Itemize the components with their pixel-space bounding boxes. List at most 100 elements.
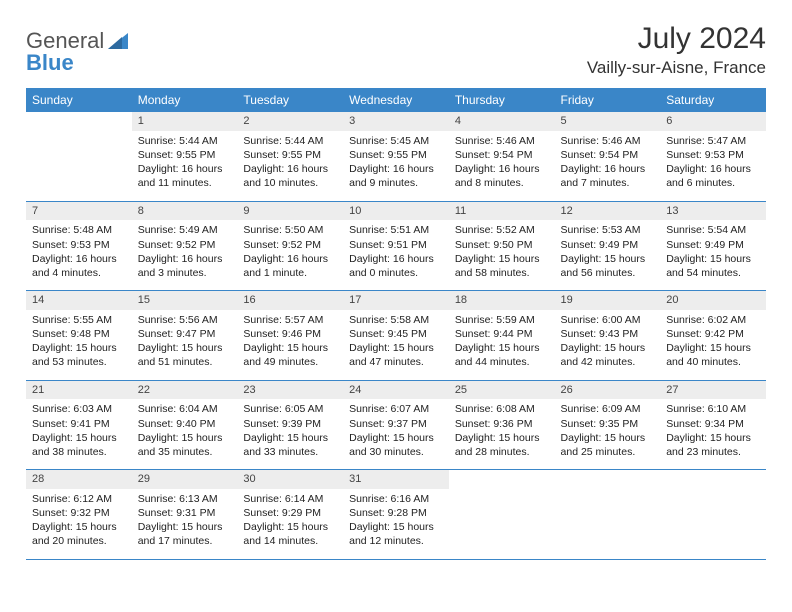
day-number: 9 — [237, 202, 343, 221]
day-sunrise: Sunrise: 6:00 AM — [561, 313, 655, 327]
day-daylight2: and 49 minutes. — [243, 355, 337, 369]
day-number: 17 — [343, 291, 449, 310]
day-number: 29 — [132, 470, 238, 489]
day-body: Sunrise: 5:49 AMSunset: 9:52 PMDaylight:… — [132, 220, 238, 290]
calendar-cell: 15Sunrise: 5:56 AMSunset: 9:47 PMDayligh… — [132, 291, 238, 381]
day-sunset: Sunset: 9:54 PM — [561, 148, 655, 162]
day-number: 25 — [449, 381, 555, 400]
day-body: Sunrise: 5:45 AMSunset: 9:55 PMDaylight:… — [343, 131, 449, 201]
day-daylight1: Daylight: 15 hours — [138, 341, 232, 355]
location-subtitle: Vailly-sur-Aisne, France — [587, 58, 766, 78]
day-daylight1: Daylight: 15 hours — [666, 252, 760, 266]
day-body: Sunrise: 5:57 AMSunset: 9:46 PMDaylight:… — [237, 310, 343, 380]
day-daylight1: Daylight: 16 hours — [561, 162, 655, 176]
day-number: 18 — [449, 291, 555, 310]
day-daylight1: Daylight: 16 hours — [349, 252, 443, 266]
day-daylight1: Daylight: 15 hours — [138, 520, 232, 534]
calendar-cell: 28Sunrise: 6:12 AMSunset: 9:32 PMDayligh… — [26, 470, 132, 560]
day-sunrise: Sunrise: 5:54 AM — [666, 223, 760, 237]
day-body: Sunrise: 5:51 AMSunset: 9:51 PMDaylight:… — [343, 220, 449, 290]
day-body: Sunrise: 5:47 AMSunset: 9:53 PMDaylight:… — [660, 131, 766, 201]
day-sunrise: Sunrise: 5:46 AM — [455, 134, 549, 148]
day-sunrise: Sunrise: 6:13 AM — [138, 492, 232, 506]
day-number: 5 — [555, 112, 661, 131]
day-daylight1: Daylight: 16 hours — [243, 252, 337, 266]
day-daylight2: and 58 minutes. — [455, 266, 549, 280]
day-daylight1: Daylight: 15 hours — [243, 341, 337, 355]
day-body: Sunrise: 5:46 AMSunset: 9:54 PMDaylight:… — [449, 131, 555, 201]
calendar-cell: 27Sunrise: 6:10 AMSunset: 9:34 PMDayligh… — [660, 380, 766, 470]
day-number: 10 — [343, 202, 449, 221]
calendar-head: SundayMondayTuesdayWednesdayThursdayFrid… — [26, 88, 766, 112]
day-header: Friday — [555, 88, 661, 112]
day-sunset: Sunset: 9:55 PM — [349, 148, 443, 162]
calendar-cell: 12Sunrise: 5:53 AMSunset: 9:49 PMDayligh… — [555, 201, 661, 291]
calendar-table: SundayMondayTuesdayWednesdayThursdayFrid… — [26, 88, 766, 560]
calendar-week: 7Sunrise: 5:48 AMSunset: 9:53 PMDaylight… — [26, 201, 766, 291]
logo-word-2: Blue — [26, 50, 74, 75]
day-body: Sunrise: 6:02 AMSunset: 9:42 PMDaylight:… — [660, 310, 766, 380]
day-number: 14 — [26, 291, 132, 310]
day-number: 19 — [555, 291, 661, 310]
day-sunrise: Sunrise: 5:44 AM — [138, 134, 232, 148]
day-number: 16 — [237, 291, 343, 310]
day-daylight1: Daylight: 15 hours — [243, 520, 337, 534]
calendar-cell: 4Sunrise: 5:46 AMSunset: 9:54 PMDaylight… — [449, 112, 555, 201]
calendar-cell: 14Sunrise: 5:55 AMSunset: 9:48 PMDayligh… — [26, 291, 132, 381]
day-header: Wednesday — [343, 88, 449, 112]
day-daylight2: and 20 minutes. — [32, 534, 126, 548]
day-daylight2: and 54 minutes. — [666, 266, 760, 280]
day-sunrise: Sunrise: 5:55 AM — [32, 313, 126, 327]
calendar-cell: 17Sunrise: 5:58 AMSunset: 9:45 PMDayligh… — [343, 291, 449, 381]
calendar-week: .1Sunrise: 5:44 AMSunset: 9:55 PMDayligh… — [26, 112, 766, 201]
calendar-cell: 26Sunrise: 6:09 AMSunset: 9:35 PMDayligh… — [555, 380, 661, 470]
day-sunrise: Sunrise: 6:09 AM — [561, 402, 655, 416]
day-sunrise: Sunrise: 5:47 AM — [666, 134, 760, 148]
day-header: Saturday — [660, 88, 766, 112]
day-body: Sunrise: 5:44 AMSunset: 9:55 PMDaylight:… — [237, 131, 343, 201]
day-number: 28 — [26, 470, 132, 489]
calendar-cell: 5Sunrise: 5:46 AMSunset: 9:54 PMDaylight… — [555, 112, 661, 201]
day-sunset: Sunset: 9:43 PM — [561, 327, 655, 341]
day-number: 22 — [132, 381, 238, 400]
day-sunset: Sunset: 9:31 PM — [138, 506, 232, 520]
day-sunset: Sunset: 9:51 PM — [349, 238, 443, 252]
day-sunrise: Sunrise: 5:52 AM — [455, 223, 549, 237]
day-body: Sunrise: 5:55 AMSunset: 9:48 PMDaylight:… — [26, 310, 132, 380]
day-sunset: Sunset: 9:47 PM — [138, 327, 232, 341]
day-body: Sunrise: 6:00 AMSunset: 9:43 PMDaylight:… — [555, 310, 661, 380]
calendar-cell: 25Sunrise: 6:08 AMSunset: 9:36 PMDayligh… — [449, 380, 555, 470]
logo-triangle-icon — [108, 33, 128, 49]
day-daylight2: and 12 minutes. — [349, 534, 443, 548]
day-sunset: Sunset: 9:32 PM — [32, 506, 126, 520]
day-sunset: Sunset: 9:53 PM — [666, 148, 760, 162]
day-daylight2: and 47 minutes. — [349, 355, 443, 369]
day-sunset: Sunset: 9:41 PM — [32, 417, 126, 431]
calendar-cell: 11Sunrise: 5:52 AMSunset: 9:50 PMDayligh… — [449, 201, 555, 291]
day-sunrise: Sunrise: 5:59 AM — [455, 313, 549, 327]
day-number: 2 — [237, 112, 343, 131]
calendar-week: 28Sunrise: 6:12 AMSunset: 9:32 PMDayligh… — [26, 470, 766, 560]
day-body: Sunrise: 5:54 AMSunset: 9:49 PMDaylight:… — [660, 220, 766, 290]
day-daylight2: and 38 minutes. — [32, 445, 126, 459]
day-daylight2: and 44 minutes. — [455, 355, 549, 369]
day-number: 13 — [660, 202, 766, 221]
calendar-cell: 23Sunrise: 6:05 AMSunset: 9:39 PMDayligh… — [237, 380, 343, 470]
day-header: Sunday — [26, 88, 132, 112]
day-header: Monday — [132, 88, 238, 112]
day-body: Sunrise: 5:52 AMSunset: 9:50 PMDaylight:… — [449, 220, 555, 290]
day-daylight2: and 17 minutes. — [138, 534, 232, 548]
day-daylight1: Daylight: 15 hours — [561, 431, 655, 445]
day-sunrise: Sunrise: 5:48 AM — [32, 223, 126, 237]
day-daylight2: and 33 minutes. — [243, 445, 337, 459]
day-body: Sunrise: 6:03 AMSunset: 9:41 PMDaylight:… — [26, 399, 132, 469]
day-sunrise: Sunrise: 5:56 AM — [138, 313, 232, 327]
calendar-cell: 8Sunrise: 5:49 AMSunset: 9:52 PMDaylight… — [132, 201, 238, 291]
day-daylight2: and 42 minutes. — [561, 355, 655, 369]
day-number: 1 — [132, 112, 238, 131]
title-block: July 2024 Vailly-sur-Aisne, France — [587, 22, 766, 78]
day-sunset: Sunset: 9:45 PM — [349, 327, 443, 341]
day-sunset: Sunset: 9:36 PM — [455, 417, 549, 431]
day-body: Sunrise: 6:16 AMSunset: 9:28 PMDaylight:… — [343, 489, 449, 559]
day-sunrise: Sunrise: 6:16 AM — [349, 492, 443, 506]
